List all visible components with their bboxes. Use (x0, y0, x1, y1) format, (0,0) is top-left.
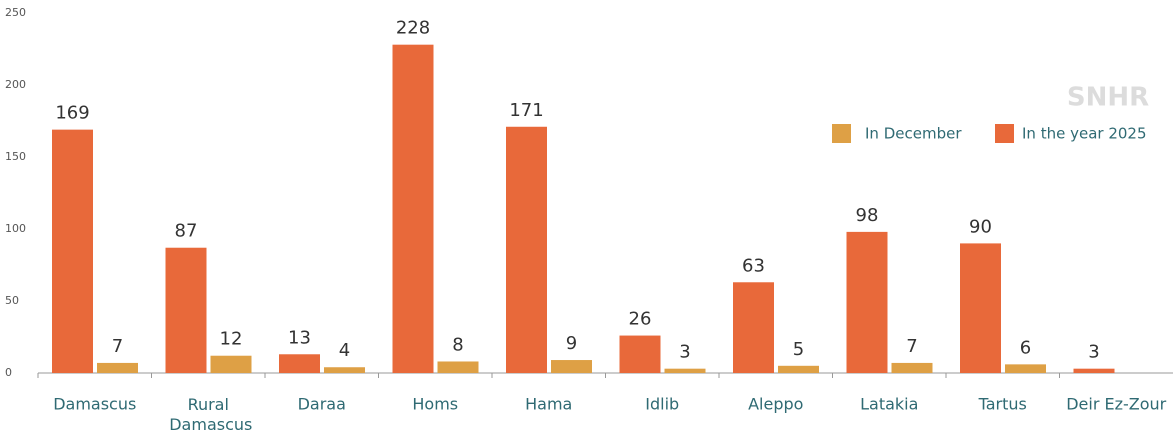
value-label: 13 (288, 327, 311, 348)
y-tick-label: 100 (5, 222, 26, 235)
bar (664, 368, 706, 373)
x-tick-label: Tartus (978, 395, 1027, 414)
bar (392, 44, 434, 374)
value-label: 171 (509, 100, 543, 121)
value-label: 90 (969, 216, 992, 237)
x-tick-label: Rural Damascus (164, 395, 252, 434)
bar (52, 129, 93, 373)
legend-label: In the year 2025 (1022, 125, 1147, 143)
value-label: 228 (396, 18, 430, 39)
value-label: 63 (742, 255, 765, 276)
value-label: 8 (452, 334, 463, 355)
bar (846, 231, 888, 373)
value-label: 3 (1088, 342, 1099, 363)
bar (891, 362, 933, 373)
bar (210, 355, 252, 373)
bar (324, 367, 365, 373)
bar (437, 361, 479, 373)
y-tick-label: 150 (5, 150, 26, 163)
bar (1005, 364, 1046, 373)
bar (551, 360, 592, 373)
value-label: 7 (906, 336, 917, 357)
bar (506, 126, 547, 373)
bar (778, 365, 819, 373)
bar (97, 362, 138, 373)
value-label: 98 (856, 205, 879, 226)
x-tick-label: Deir Ez-Zour (1066, 395, 1166, 414)
value-label: 4 (339, 340, 350, 361)
x-tick-label: Daraa (298, 395, 346, 414)
x-tick-label: Idlib (645, 395, 679, 414)
legend-label: In December (865, 125, 962, 143)
x-tick-label: Damascus (53, 395, 136, 414)
value-label: 87 (175, 221, 198, 242)
value-label: 6 (1020, 337, 1031, 358)
legend-swatch (995, 124, 1014, 143)
x-tick-label: Aleppo (748, 395, 803, 414)
legend-swatch (832, 124, 851, 143)
value-label: 26 (629, 309, 652, 330)
bar (165, 247, 207, 373)
value-label: 12 (220, 329, 243, 350)
x-tick-label: Homs (412, 395, 458, 414)
value-label: 5 (793, 339, 804, 360)
value-label: 169 (55, 103, 89, 124)
bar (619, 335, 661, 373)
value-label: 9 (566, 333, 577, 354)
y-tick-label: 50 (5, 294, 19, 307)
x-tick-label: Latakia (860, 395, 918, 414)
y-tick-label: 250 (5, 6, 26, 19)
bar (1073, 368, 1115, 373)
x-tick-label: Hama (525, 395, 572, 414)
bar (960, 243, 1001, 373)
watermark: SNHR (1067, 83, 1149, 113)
y-tick-label: 0 (5, 366, 12, 379)
value-label: 3 (679, 342, 690, 363)
bar (733, 282, 774, 373)
value-label: 7 (112, 336, 123, 357)
y-tick-label: 200 (5, 78, 26, 91)
bar (279, 354, 320, 373)
